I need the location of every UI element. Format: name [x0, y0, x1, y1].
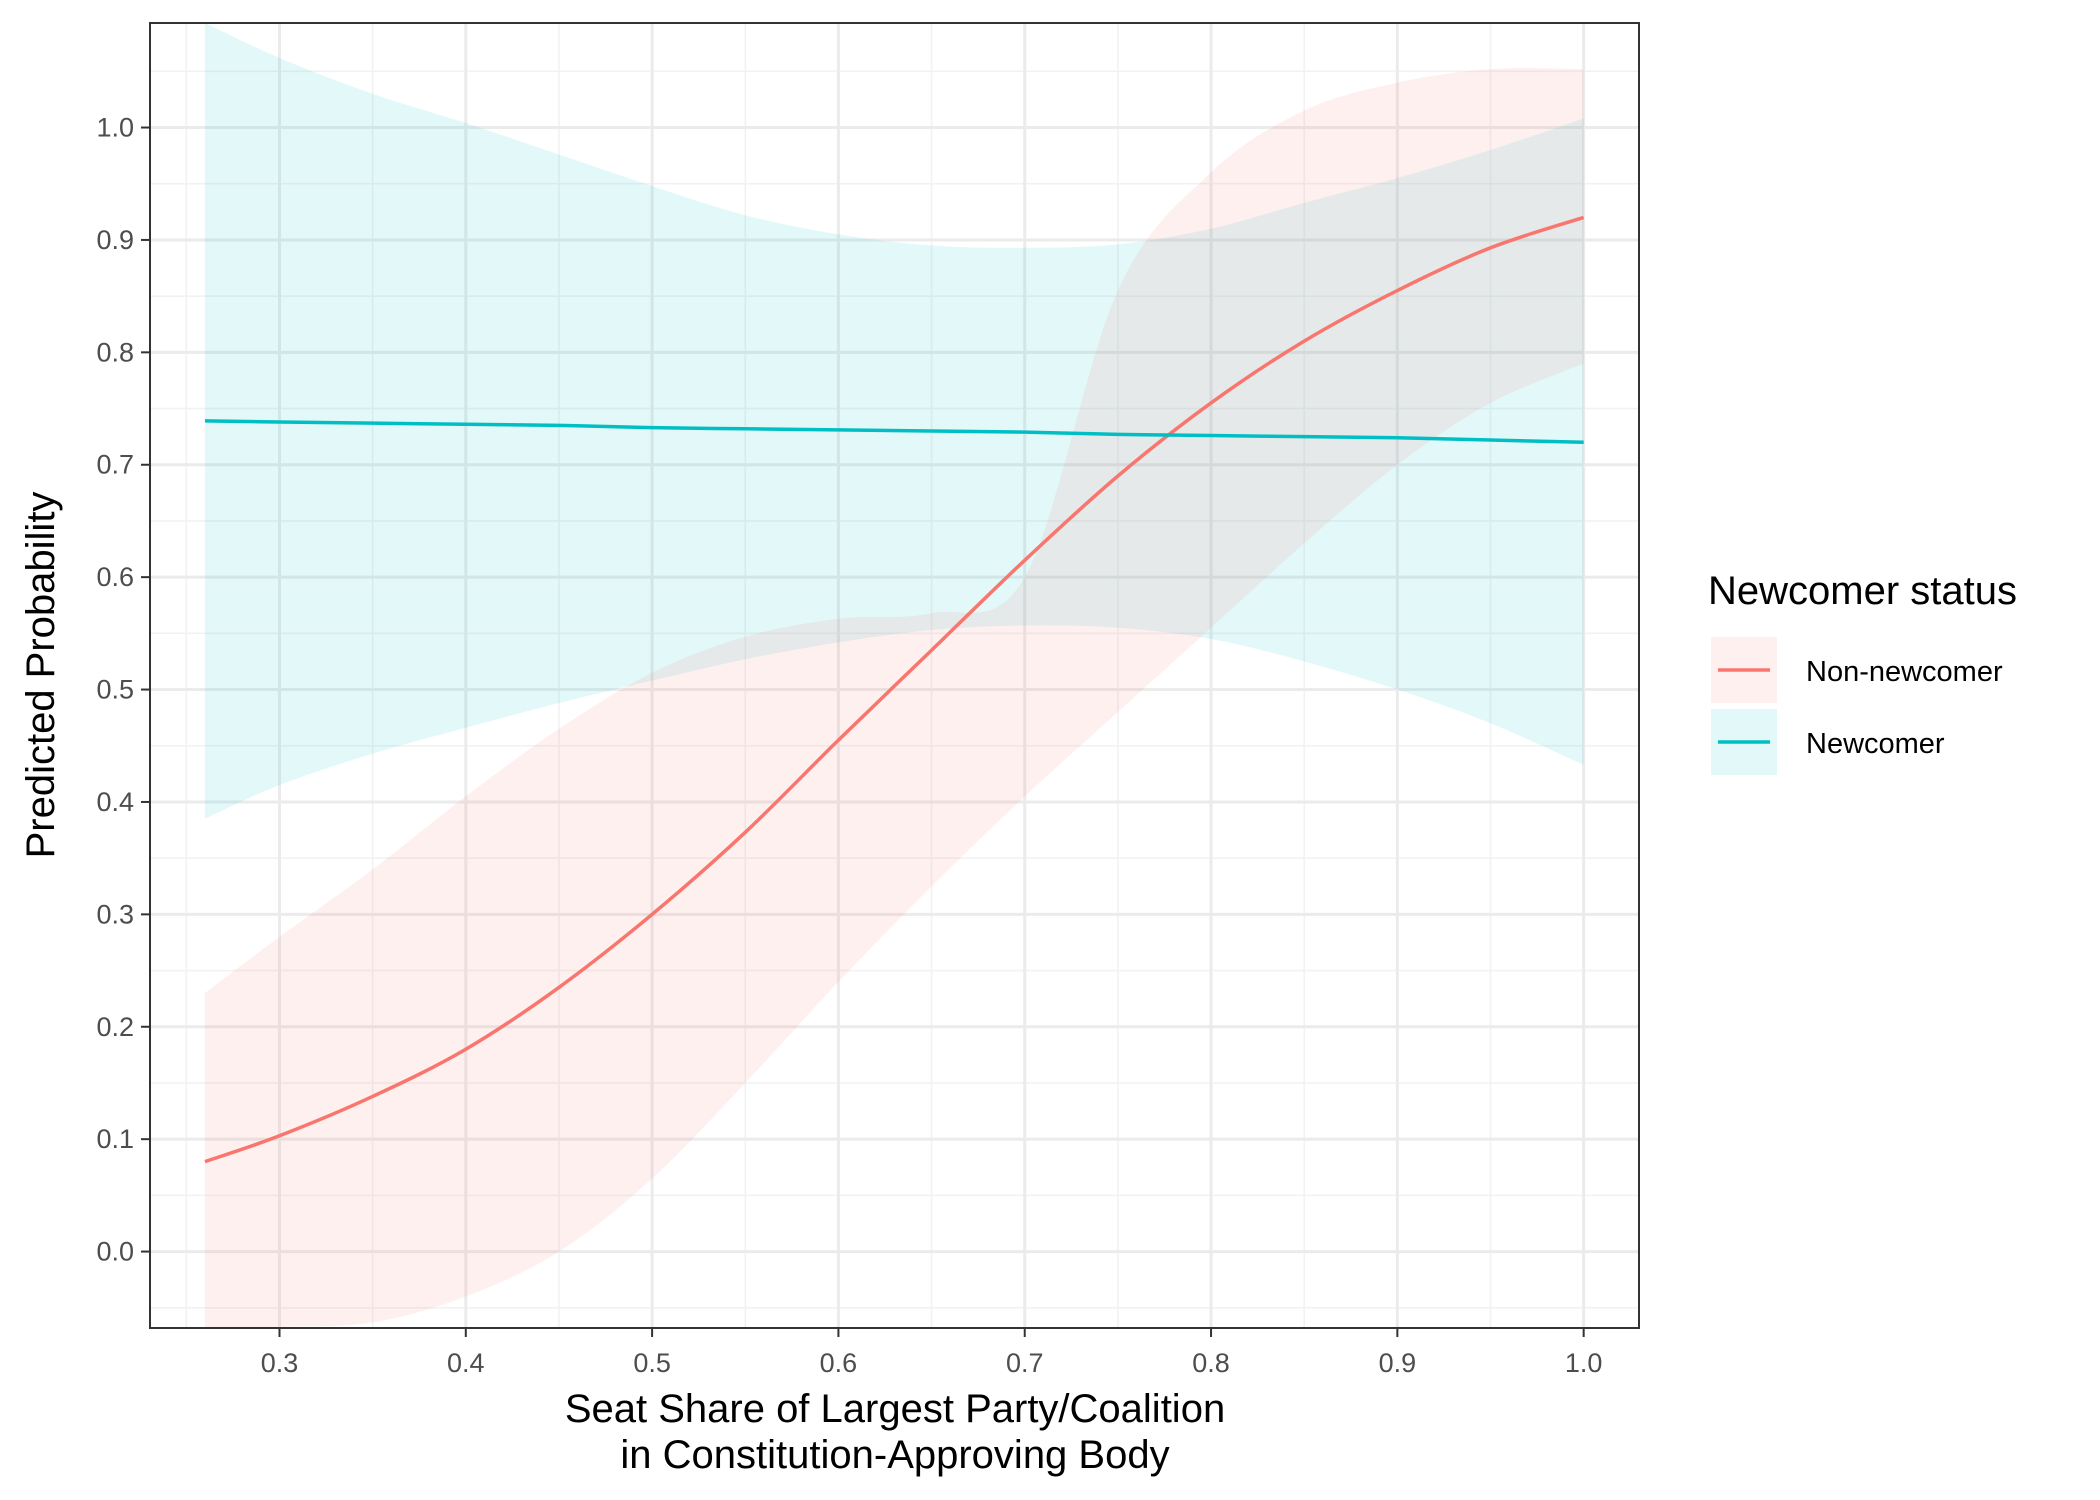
y-tick-label: 0.8 — [96, 337, 134, 367]
panel-border — [149, 22, 1640, 1329]
x-tick-label: 0.3 — [261, 1348, 299, 1378]
x-tick-label: 0.7 — [1006, 1348, 1044, 1378]
line-non-newcomer — [204, 215, 1585, 1164]
legend-title: Newcomer status — [1708, 569, 2017, 613]
line-newcomer — [204, 419, 1584, 445]
y-tick-label: 0.5 — [96, 675, 134, 705]
plot-panel — [149, 22, 1640, 1329]
x-axis-title-line-1: Seat Share of Largest Party/Coalition — [565, 1387, 1225, 1431]
x-axis-title-line-2: in Constitution-Approving Body — [620, 1433, 1169, 1477]
legend-label-newcomer: Newcomer — [1806, 728, 1945, 760]
x-tick-label: 0.8 — [1192, 1348, 1230, 1378]
y-tick-label: 1.0 — [96, 113, 134, 143]
x-axis: 0.3 0.4 0.5 0.6 0.7 0.8 0.9 1.0 — [261, 1328, 1603, 1378]
x-tick-label: 1.0 — [1565, 1348, 1603, 1378]
legend: Newcomer status Non-newcomer Newcomer — [1708, 569, 2017, 775]
x-tick-label: 0.6 — [820, 1348, 858, 1378]
y-axis: 0.0 0.1 0.2 0.3 0.4 0.5 0.6 0.7 0.8 0.9 1.0 — [96, 113, 150, 1267]
legend-label-non-newcomer: Non-newcomer — [1806, 656, 2003, 688]
x-tick-label: 0.9 — [1379, 1348, 1417, 1378]
y-tick-label: 0.7 — [96, 450, 134, 480]
y-axis-title: Predicted Probability — [19, 492, 63, 859]
ribbon-newcomer — [204, 23, 1584, 819]
series-lines — [204, 215, 1585, 1164]
y-tick-label: 0.3 — [96, 899, 134, 929]
x-tick-label: 0.4 — [447, 1348, 485, 1378]
legend-item-non-newcomer: Non-newcomer — [1711, 637, 2003, 703]
x-tick-label: 0.5 — [633, 1348, 671, 1378]
y-tick-label: 0.2 — [96, 1012, 134, 1042]
y-tick-label: 0.1 — [96, 1124, 134, 1154]
y-tick-label: 0.9 — [96, 225, 134, 255]
y-tick-label: 0.0 — [96, 1237, 134, 1267]
y-tick-label: 0.4 — [96, 787, 134, 817]
grid-major — [150, 23, 1639, 1328]
y-tick-label: 0.6 — [96, 562, 134, 592]
legend-item-newcomer: Newcomer — [1711, 709, 1945, 775]
